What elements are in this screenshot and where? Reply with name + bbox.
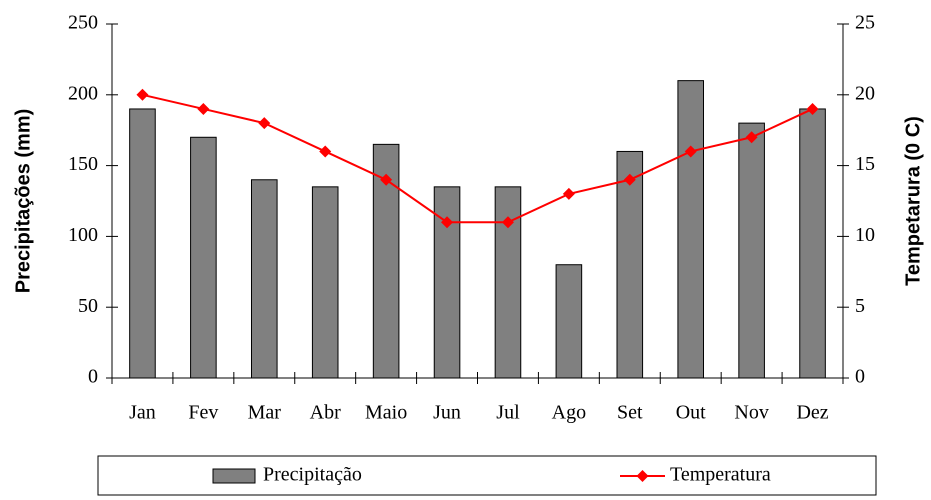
y2-tick-label: 15 — [855, 153, 875, 175]
y-tick-label: 250 — [68, 12, 98, 34]
marker — [745, 131, 758, 144]
marker — [501, 216, 514, 229]
bar — [738, 122, 765, 379]
marker — [380, 173, 393, 186]
bar — [190, 136, 217, 379]
x-tick-label: Jan — [129, 402, 156, 424]
x-tick-label: Fev — [188, 402, 218, 424]
x-tick-label: Abr — [310, 402, 341, 424]
legend-marker — [636, 470, 649, 482]
y2-tick-label: 25 — [855, 12, 875, 34]
y-tick-label: 200 — [68, 82, 98, 104]
bar — [311, 186, 339, 379]
y2-tick-label: 0 — [855, 366, 865, 388]
bar — [250, 179, 278, 379]
marker — [319, 145, 332, 158]
y2-tick-label: 5 — [855, 295, 865, 317]
x-tick-label: Dez — [796, 402, 828, 424]
x-tick-label: Out — [676, 402, 706, 424]
y-tick-label: 150 — [68, 153, 98, 175]
legend-label: Temperatura — [670, 464, 771, 486]
legend-label: Precipitação — [263, 464, 362, 486]
marker — [806, 102, 819, 115]
marker — [441, 216, 454, 229]
marker — [562, 187, 575, 200]
bar — [677, 80, 705, 379]
y-tick-label: 50 — [78, 295, 98, 317]
y2-tick-label: 10 — [855, 224, 875, 246]
x-tick-label: Set — [617, 402, 643, 424]
line — [142, 93, 813, 224]
marker — [136, 88, 149, 101]
bar — [799, 108, 826, 379]
x-tick-label: Nov — [734, 402, 768, 424]
x-tick-label: Mar — [248, 402, 282, 424]
bar — [555, 264, 583, 379]
x-tick-label: Jun — [433, 402, 461, 424]
y-tick-label: 0 — [88, 366, 98, 388]
y-tick-label: 100 — [68, 224, 98, 246]
x-tick-label: Maio — [365, 402, 407, 424]
legend-box — [97, 455, 877, 496]
x-tick-label: Jul — [496, 402, 520, 424]
bar — [494, 186, 522, 379]
x-tick-label: Ago — [552, 402, 586, 424]
bar — [129, 108, 156, 379]
marker — [684, 145, 697, 158]
y-axis-title: Precipitações (mm) — [12, 109, 34, 294]
bar — [616, 150, 644, 379]
marker — [258, 117, 271, 130]
marker — [623, 173, 636, 186]
marker — [197, 102, 210, 115]
y2-axis-title: Tempetarura (0 C) — [902, 116, 924, 286]
y2-tick-label: 20 — [855, 82, 875, 104]
legend-swatch — [212, 468, 256, 484]
